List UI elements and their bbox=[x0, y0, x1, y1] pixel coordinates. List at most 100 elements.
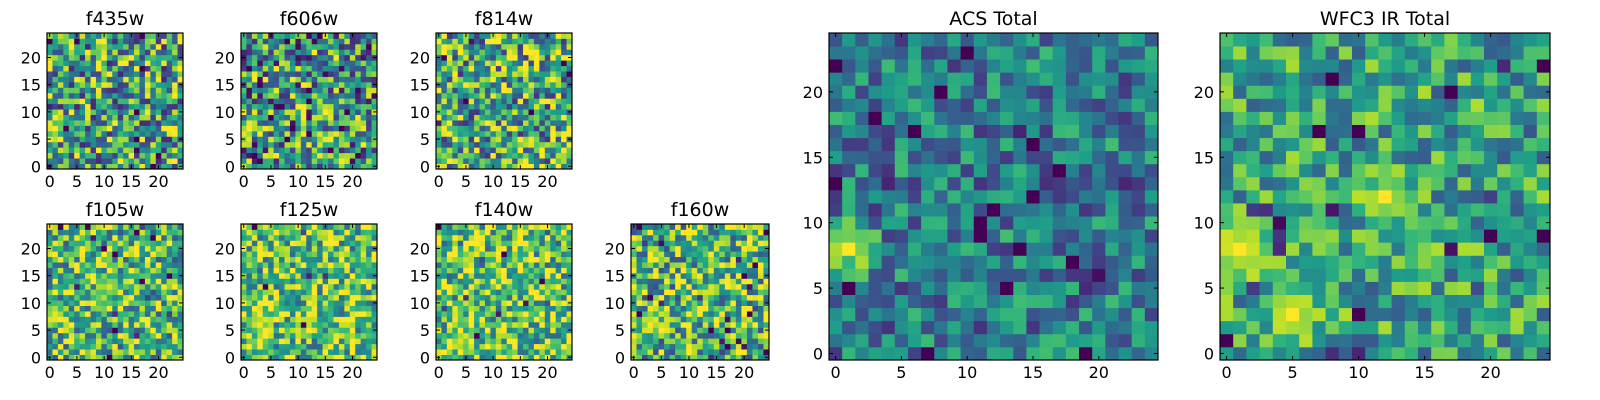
heatmap-cell bbox=[344, 262, 351, 268]
heatmap-cell bbox=[561, 316, 567, 323]
heatmap-cell bbox=[539, 125, 546, 132]
heatmap-cell bbox=[68, 141, 75, 148]
heatmap-cell bbox=[371, 240, 378, 247]
heatmap-cell bbox=[490, 289, 497, 296]
heatmap-cell bbox=[713, 332, 720, 339]
heatmap-cell bbox=[724, 354, 731, 361]
heatmap-cell bbox=[669, 234, 676, 241]
heatmap-cell bbox=[166, 272, 173, 279]
heatmap-cell bbox=[279, 130, 285, 137]
heatmap-cell bbox=[1065, 281, 1080, 295]
heatmap-cell bbox=[757, 305, 764, 312]
heatmap-cell bbox=[117, 163, 124, 170]
heatmap-cell bbox=[257, 33, 264, 39]
heatmap-cell bbox=[74, 65, 81, 72]
heatmap-cell bbox=[322, 305, 329, 312]
heatmap-cell bbox=[566, 229, 573, 236]
heatmap-cell bbox=[139, 54, 146, 61]
y-tick-label: 5 bbox=[225, 130, 235, 149]
heatmap-cell bbox=[117, 87, 124, 94]
heatmap-cell bbox=[960, 333, 975, 348]
heatmap-cell bbox=[273, 294, 280, 301]
heatmap-cell bbox=[123, 289, 129, 296]
heatmap-cell bbox=[317, 321, 323, 328]
heatmap-cell bbox=[680, 234, 687, 241]
heatmap-cell bbox=[719, 327, 726, 334]
heatmap-cell bbox=[669, 245, 676, 252]
heatmap-cell bbox=[371, 125, 378, 132]
heatmap-cell bbox=[512, 33, 518, 39]
heatmap-cell bbox=[289, 267, 296, 274]
heatmap-cell bbox=[1105, 346, 1119, 361]
heatmap-cell bbox=[257, 38, 264, 45]
heatmap-cell bbox=[101, 147, 108, 154]
heatmap-cell bbox=[251, 327, 258, 334]
heatmap-cell bbox=[112, 81, 119, 88]
heatmap-cell bbox=[155, 332, 162, 339]
heatmap-cell bbox=[642, 321, 648, 328]
heatmap-cell bbox=[436, 141, 442, 148]
heatmap-cell bbox=[452, 256, 459, 263]
heatmap-cell bbox=[934, 150, 948, 165]
heatmap-cell bbox=[446, 65, 453, 72]
heatmap-cell bbox=[344, 87, 351, 94]
heatmap-cell bbox=[653, 338, 659, 345]
heatmap-cell bbox=[262, 283, 269, 290]
heatmap-cell bbox=[533, 267, 540, 274]
heatmap-cell bbox=[907, 242, 922, 256]
heatmap-cell bbox=[166, 234, 173, 241]
heatmap-cell bbox=[355, 103, 362, 110]
heatmap-cell bbox=[550, 98, 557, 105]
heatmap-cell bbox=[539, 114, 546, 121]
heatmap-cell bbox=[57, 60, 64, 67]
heatmap-cell bbox=[561, 109, 567, 115]
heatmap-cell bbox=[1065, 189, 1080, 204]
heatmap-cell bbox=[484, 76, 491, 83]
heatmap-cell bbox=[506, 130, 513, 137]
heatmap-cell bbox=[1000, 176, 1014, 191]
heatmap-cell bbox=[757, 332, 764, 339]
heatmap-cell bbox=[468, 240, 475, 247]
heatmap-cell bbox=[484, 316, 491, 323]
heatmap-cell bbox=[150, 38, 157, 45]
heatmap-cell bbox=[338, 294, 345, 301]
heatmap-cell bbox=[47, 262, 53, 268]
heatmap-cell bbox=[512, 267, 518, 274]
heatmap-cell bbox=[150, 92, 157, 99]
heatmap-cell bbox=[47, 332, 53, 339]
heatmap-cell bbox=[1026, 176, 1040, 191]
heatmap-cell bbox=[1000, 242, 1014, 256]
heatmap-cell bbox=[360, 114, 367, 121]
heatmap-cell bbox=[349, 98, 356, 105]
heatmap-cell bbox=[311, 158, 318, 164]
heatmap-cell bbox=[251, 87, 258, 94]
heatmap-cell bbox=[855, 150, 869, 165]
heatmap-cell bbox=[112, 136, 119, 143]
heatmap-cell bbox=[675, 272, 682, 279]
heatmap-cell bbox=[1144, 255, 1159, 269]
heatmap-cell bbox=[322, 251, 329, 258]
heatmap-cell bbox=[446, 229, 453, 236]
heatmap-cell bbox=[101, 283, 108, 290]
heatmap-cell bbox=[112, 316, 119, 323]
heatmap-cell bbox=[338, 92, 345, 99]
heatmap-cell bbox=[95, 338, 102, 345]
heatmap-cell bbox=[161, 321, 168, 328]
heatmap-cell bbox=[106, 76, 113, 83]
heatmap-cell bbox=[268, 240, 275, 247]
heatmap-cell bbox=[295, 245, 302, 252]
heatmap-cell bbox=[246, 338, 253, 345]
heatmap-cell bbox=[719, 251, 726, 258]
heatmap-cell bbox=[106, 240, 113, 247]
heatmap-cell bbox=[708, 343, 715, 350]
heatmap-cell bbox=[907, 203, 922, 217]
heatmap-cell bbox=[691, 245, 698, 252]
heatmap-cell bbox=[289, 294, 296, 301]
heatmap-cell bbox=[506, 103, 513, 110]
heatmap-cell bbox=[441, 316, 448, 323]
heatmap-cell bbox=[675, 311, 682, 317]
heatmap-cell bbox=[344, 130, 351, 137]
heatmap-cell bbox=[506, 349, 513, 355]
heatmap-cell bbox=[74, 343, 81, 350]
heatmap-cell bbox=[371, 87, 378, 94]
